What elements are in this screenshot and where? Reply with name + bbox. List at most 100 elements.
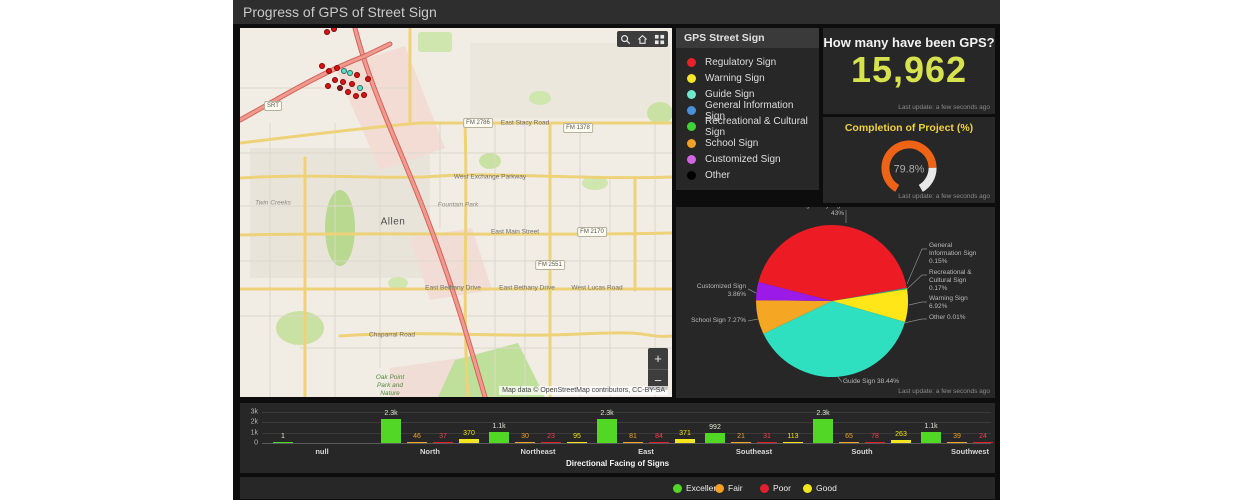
bar-fair-North[interactable] <box>407 442 427 443</box>
bar-excellent-North[interactable] <box>381 419 401 443</box>
indicator-title: How many have been GPS? <box>823 35 995 50</box>
map-attribution: Map data © OpenStreetMap contributors, C… <box>499 386 668 395</box>
map-marker[interactable] <box>354 72 360 78</box>
indicator-panel: How many have been GPS? 15,962 Last upda… <box>823 28 995 114</box>
legend-item: Guide Sign <box>684 86 811 102</box>
bar-poor-Southeast[interactable] <box>757 442 777 443</box>
bar-excellent-East[interactable] <box>597 419 617 443</box>
map-marker[interactable] <box>334 65 340 71</box>
map-toolbar <box>617 31 668 47</box>
bar-poor-Southwest[interactable] <box>973 442 993 443</box>
bar-value-label: 78 <box>871 433 879 441</box>
bar-excellent-null[interactable] <box>273 442 293 443</box>
home-icon[interactable] <box>637 34 648 45</box>
bar-excellent-Northeast[interactable] <box>489 431 509 443</box>
pie-leader-line <box>908 301 927 306</box>
series-legend-label: Good <box>816 483 837 493</box>
search-icon[interactable] <box>620 34 631 45</box>
bar-value-label: 992 <box>709 423 721 431</box>
pie-slice-guide[interactable] <box>763 301 905 378</box>
map-label-road: West Lucas Road <box>571 284 623 292</box>
y-axis-tick: 0 <box>254 439 258 447</box>
map-label-road: East Bethany Drive <box>425 284 481 292</box>
map-marker[interactable] <box>319 63 325 69</box>
map-marker[interactable] <box>340 79 346 85</box>
bar-fair-Northeast[interactable] <box>515 442 535 443</box>
bar-excellent-Southeast[interactable] <box>705 432 725 443</box>
legend-item-label: Other <box>705 169 731 181</box>
map-marker[interactable] <box>325 83 331 89</box>
bar-value-label: 371 <box>679 430 691 438</box>
map-marker[interactable] <box>324 29 330 35</box>
series-legend-swatch <box>673 483 682 493</box>
map-marker[interactable] <box>345 89 351 95</box>
bar-poor-South[interactable] <box>865 442 885 443</box>
bar-poor-Northeast[interactable] <box>541 442 561 443</box>
map-route-badge: SRT <box>264 101 282 111</box>
legend-swatch <box>687 73 696 83</box>
gauge-track <box>918 167 937 192</box>
map-marker[interactable] <box>357 85 363 91</box>
y-axis-tick: 3k <box>250 408 258 416</box>
bar-value-label: 2.3k <box>600 410 614 418</box>
bar-excellent-South[interactable] <box>813 419 833 443</box>
bar-good-Northeast[interactable] <box>567 442 587 443</box>
map-basemap <box>240 28 672 397</box>
bar-fair-Southeast[interactable] <box>731 442 751 443</box>
map-marker[interactable] <box>332 77 338 83</box>
pie-leader-line <box>837 376 843 383</box>
bar-fair-Southwest[interactable] <box>947 442 967 443</box>
map-marker[interactable] <box>337 85 343 91</box>
bar-value-label: 95 <box>573 433 581 441</box>
map-marker[interactable] <box>353 93 359 99</box>
bar-good-South[interactable] <box>891 440 911 443</box>
basemap-grid-icon[interactable] <box>654 34 665 45</box>
bar-good-Southeast[interactable] <box>783 441 803 443</box>
bar-poor-North[interactable] <box>433 442 453 443</box>
bar-fair-East[interactable] <box>623 442 643 443</box>
pie-slice-customized[interactable] <box>756 282 832 301</box>
pie-slice-general-information[interactable] <box>832 287 907 301</box>
bar-good-East[interactable] <box>675 439 695 443</box>
map-marker[interactable] <box>365 76 371 82</box>
map-panel[interactable]: East Stacy Road West Exchange Parkway East… <box>240 28 672 397</box>
legend-items: Regulatory Sign Warning Sign Guide Sign Gen… <box>676 48 819 190</box>
pie-label-customized: Customized Sign 3.86% <box>696 283 746 298</box>
pie-leader-line <box>747 318 759 322</box>
bar-poor-East[interactable] <box>649 442 669 443</box>
map-marker[interactable] <box>347 70 353 76</box>
series-legend-swatch <box>803 483 812 493</box>
gauge-value: 79.8% <box>894 164 925 176</box>
pie-slice-school[interactable] <box>755 300 832 334</box>
bar-value-label: 1.1k <box>492 422 506 430</box>
bar-fair-South[interactable] <box>839 442 859 443</box>
map-marker[interactable] <box>349 81 355 87</box>
map-marker[interactable] <box>331 28 337 32</box>
map-marker[interactable] <box>326 68 332 74</box>
legend-item: Other <box>684 167 811 183</box>
legend-item-label: Regulatory Sign <box>705 56 777 68</box>
bar-value-label: 113 <box>787 432 799 440</box>
map-route-badge: FM 2170 <box>577 227 607 237</box>
pie-slice-regulatory[interactable] <box>758 225 907 301</box>
map-marker[interactable] <box>361 92 367 98</box>
bar-value-label: 65 <box>845 433 853 441</box>
gauge-chart: 79.8% <box>881 140 937 192</box>
x-axis-category: South <box>851 447 873 456</box>
bar-excellent-Southwest[interactable] <box>921 431 941 443</box>
pie-slice-recreational-cultural[interactable] <box>832 288 908 301</box>
gauge-last-update: Last update: a few seconds ago <box>898 193 990 200</box>
map-route-badge: FM 2786 <box>463 118 493 128</box>
zoom-in-button[interactable]: + <box>648 348 668 370</box>
bar-value-label: 370 <box>463 430 475 438</box>
map-marker[interactable] <box>341 68 347 74</box>
x-axis-category: East <box>638 447 654 456</box>
pie-slice-warning[interactable] <box>832 289 909 322</box>
series-legend-label: Excellent <box>686 483 721 493</box>
grid-line <box>262 422 991 424</box>
legend-item-label: Customized Sign <box>705 153 781 165</box>
bar-good-North[interactable] <box>459 439 479 443</box>
zoom-out-button[interactable]: − <box>654 373 662 388</box>
